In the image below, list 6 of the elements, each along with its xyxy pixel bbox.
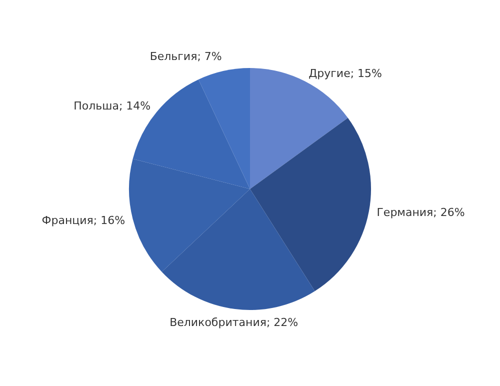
slice-label: Польша; 14% [74, 100, 151, 113]
slice-label: Другие; 15% [308, 66, 382, 80]
slice-label: Германия; 26% [376, 206, 465, 220]
slice-label: Франция; 16% [42, 214, 126, 227]
slice-label: Великобритания; 22% [170, 316, 298, 329]
slice-label: Бельгия; 7% [150, 50, 222, 63]
